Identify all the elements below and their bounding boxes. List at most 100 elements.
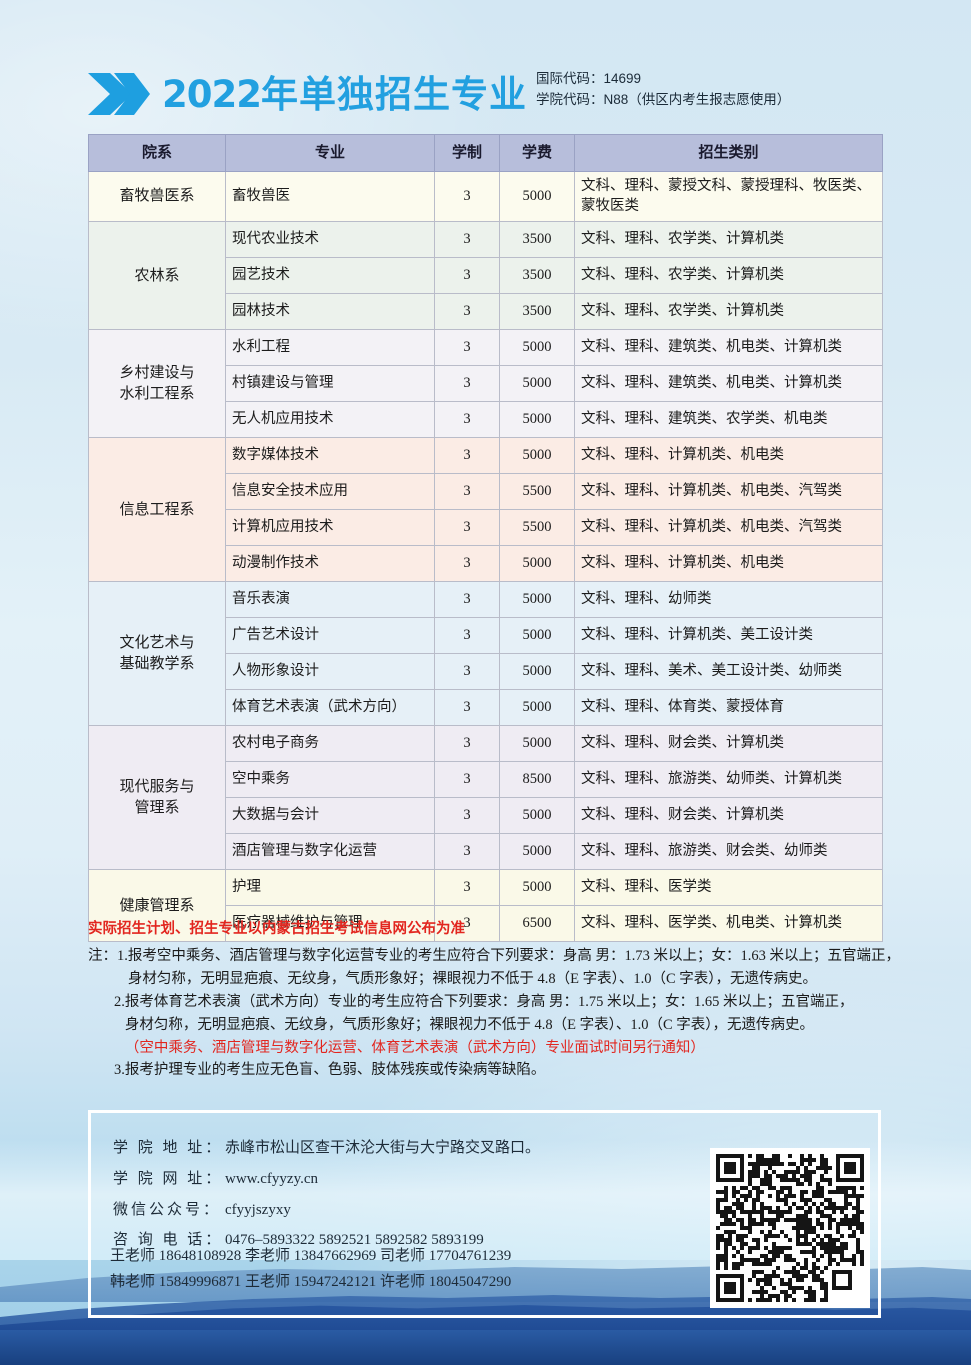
cell-categories: 文科、理科、体育类、蒙授体育 [574, 689, 883, 727]
title-year: 2022 [162, 73, 262, 116]
international-code-value: 14699 [603, 71, 642, 86]
cell-years: 3 [434, 617, 500, 655]
cell-major: 体育艺术表演（武术方向） [225, 689, 435, 727]
cell-years: 3 [434, 905, 500, 943]
cell-major: 水利工程 [225, 329, 435, 367]
table-row: 乡村建设与 水利工程系 水利工程 3 5000 文科、理科、建筑类、机电类、计算机类 [88, 329, 883, 439]
cell-fee: 5000 [499, 617, 575, 655]
note-1-line-1: 报考空中乘务、酒店管理与数字化运营专业的考生应符合下列要求：身高 男：1.73 … [127, 947, 900, 964]
note-item-2: 2. 报考体育艺术表演（武术方向）专业的考生应符合下列要求：身高 男：1.75 … [88, 991, 898, 1060]
contact-website-row: 学 院 网 址： www.cfyyzy.cn [113, 1164, 540, 1195]
cell-years: 3 [434, 761, 500, 799]
cell-department: 健康管理系 [88, 869, 226, 943]
cell-fee: 5500 [499, 473, 575, 511]
cell-department: 现代服务与 管理系 [88, 725, 226, 871]
table-row: 体育艺术表演（武术方向） 3 5000 文科、理科、体育类、蒙授体育 [89, 689, 883, 727]
qr-code-icon [710, 1148, 870, 1308]
contact-lines: 学 院 地 址： 赤峰市松山区查干沐沦大街与大宁路交叉路口。 学 院 网 址： ww… [113, 1133, 540, 1256]
teacher-contact-line-2: 韩老师 15849996871 王老师 15947242121 许老师 1804… [110, 1274, 512, 1291]
cell-fee: 5000 [499, 329, 575, 367]
cell-fee: 8500 [499, 761, 575, 799]
cell-major: 计算机应用技术 [225, 509, 435, 547]
note-1-body: 报考空中乘务、酒店管理与数字化运营专业的考生应符合下列要求：身高 男：1.73 … [128, 945, 900, 991]
cell-categories: 文科、理科、旅游类、幼师类、计算机类 [574, 761, 883, 799]
note-2-line-2: 身材匀称，无明显疤痕、无纹身，气质形象好；裸眼视力不低于 4.8（E 字表）、1… [124, 1016, 815, 1033]
cell-major: 农村电子商务 [225, 725, 435, 763]
note-1-number: 1. [117, 947, 128, 964]
cell-fee: 5000 [499, 833, 575, 871]
cell-categories: 文科、理科、医学类、机电类、计算机类 [574, 905, 883, 943]
contact-phone-label: 咨 询 电 话： [113, 1232, 224, 1249]
table-row: 文化艺术与 基础教学系 音乐表演 3 5000 文科、理科、幼师类 [88, 581, 883, 727]
table-row: 信息工程系 数字媒体技术 3 5000 文科、理科、计算机类、机电类 [88, 437, 883, 583]
cell-years: 3 [434, 833, 500, 871]
note-2-number: 2. [114, 993, 125, 1010]
cell-major: 音乐表演 [225, 581, 435, 619]
cell-years: 3 [434, 221, 500, 259]
cell-years: 3 [434, 365, 500, 403]
note-2-body: 报考体育艺术表演（武术方向）专业的考生应符合下列要求：身高 男：1.75 米以上… [125, 991, 898, 1060]
cell-major: 园艺技术 [225, 257, 435, 295]
contact-phone-value: 0476–5893322 5892521 5892582 5893199 [225, 1232, 484, 1249]
cell-categories: 文科、理科、农学类、计算机类 [574, 293, 883, 331]
cell-department: 文化艺术与 基础教学系 [88, 581, 226, 727]
cell-fee: 5000 [499, 545, 575, 583]
note-3-number: 3. [114, 1062, 125, 1079]
cell-categories: 文科、理科、蒙授文科、蒙授理科、牧医类、蒙牧医类 [574, 170, 883, 223]
cell-major: 无人机应用技术 [225, 401, 435, 439]
cell-major: 空中乘务 [225, 761, 435, 799]
cell-years: 3 [434, 293, 500, 331]
code-block: 国际代码：14699 学院代码：N88（供区内考生报志愿使用） [536, 69, 790, 111]
table-row: 动漫制作技术 3 5000 文科、理科、计算机类、机电类 [89, 545, 883, 583]
table-header-row: 院系 专业 学制 学费 招生类别 [88, 134, 883, 172]
cell-years: 3 [434, 653, 500, 691]
cell-fee: 5000 [499, 581, 575, 619]
table-row: 人物形象设计 3 5000 文科、理科、美术、美工设计类、幼师类 [89, 653, 883, 691]
table-row: 广告艺术设计 3 5000 文科、理科、计算机类、美工设计类 [89, 617, 883, 655]
table-row: 农林系 现代农业技术 3 3500 文科、理科、农学类、计算机类 [88, 221, 883, 331]
table-row: 无人机应用技术 3 5000 文科、理科、建筑类、农学类、机电类 [89, 401, 883, 439]
cell-fee: 5000 [499, 797, 575, 835]
cell-categories: 文科、理科、计算机类、机电类 [574, 545, 883, 583]
table-row: 畜牧兽医系 畜牧兽医 3 5000 文科、理科、蒙授文科、蒙授理科、牧医类、蒙牧医类 [88, 170, 883, 223]
column-header-years: 学制 [434, 134, 500, 172]
cell-years: 3 [434, 797, 500, 835]
cell-major: 畜牧兽医 [225, 170, 435, 223]
cell-years: 3 [434, 869, 500, 907]
table-row: 医疗器械维护与管理 3 6500 文科、理科、医学类、机电类、计算机类 [89, 905, 883, 943]
cell-categories: 文科、理科、计算机类、美工设计类 [574, 617, 883, 655]
column-header-categories: 招生类别 [574, 134, 883, 172]
cell-fee: 5000 [499, 170, 575, 223]
cell-categories: 文科、理科、建筑类、机电类、计算机类 [574, 365, 883, 403]
cell-categories: 文科、理科、计算机类、机电类 [574, 437, 883, 475]
cell-department: 信息工程系 [88, 437, 226, 583]
cell-fee: 5500 [499, 509, 575, 547]
contact-wechat-value: cfyyjszyxy [225, 1201, 291, 1218]
column-header-department: 院系 [88, 134, 226, 172]
notes-prefix: 注： [88, 947, 117, 964]
cell-fee: 5000 [499, 437, 575, 475]
contact-website-value[interactable]: www.cfyyzy.cn [225, 1170, 319, 1187]
cell-years: 3 [434, 581, 500, 619]
cell-years: 3 [434, 401, 500, 439]
note-1-prefix: 注：1. [88, 945, 128, 991]
mountain-base-band [0, 1330, 971, 1365]
cell-categories: 文科、理科、建筑类、农学类、机电类 [574, 401, 883, 439]
table-head: 院系 专业 学制 学费 招生类别 [88, 134, 883, 172]
admissions-table: 院系 专业 学制 学费 招生类别 畜牧兽医系 畜牧兽医 3 5000 文科、理科、蒙授文… [88, 134, 883, 943]
contact-wechat-row: 微信公众号： cfyyjszyxy [113, 1195, 540, 1226]
cell-years: 3 [434, 257, 500, 295]
cell-major: 园林技术 [225, 293, 435, 331]
college-code-line: 学院代码：N88（供区内考生报志愿使用） [536, 90, 790, 111]
teacher-contact-list: 王老师 18648108928 李老师 13847662969 司老师 1770… [110, 1243, 511, 1296]
cell-major: 信息安全技术应用 [225, 473, 435, 511]
cell-major: 人物形象设计 [225, 653, 435, 691]
college-code-label: 学院代码： [536, 91, 604, 107]
cell-years: 3 [434, 473, 500, 511]
cell-categories: 文科、理科、财会类、计算机类 [574, 797, 883, 835]
admissions-table-wrapper: 院系 专业 学制 学费 招生类别 畜牧兽医系 畜牧兽医 3 5000 文科、理科、蒙授文… [88, 134, 883, 943]
cell-major: 护理 [225, 869, 435, 907]
contact-address-label: 学 院 地 址： [113, 1140, 224, 1156]
cell-years: 3 [434, 170, 500, 223]
title-text: 年单独招生专业 [260, 73, 527, 116]
